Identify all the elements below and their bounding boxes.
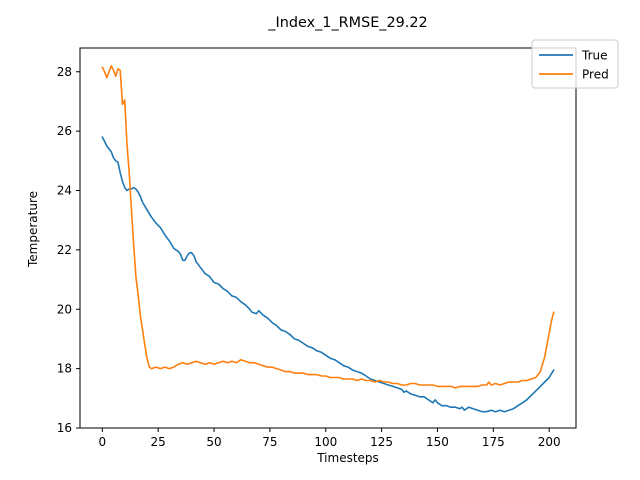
y-tick-label: 18 <box>57 362 72 376</box>
series-line-true <box>101 136 555 413</box>
x-tick-label: 175 <box>482 435 505 449</box>
x-tick-label: 100 <box>314 435 337 449</box>
x-axis-ticks: 0 25 50 75 100 125 150 175 200 <box>99 428 561 449</box>
chart-title: _Index_1_RMSE_29.22 <box>267 15 427 31</box>
x-tick-label: 75 <box>262 435 277 449</box>
x-tick-label: 0 <box>99 435 107 449</box>
y-axis-ticks: 16 18 20 22 24 26 28 <box>57 65 80 435</box>
legend-frame <box>531 39 619 89</box>
x-tick-label: 25 <box>151 435 166 449</box>
legend-label-pred: Pred <box>582 68 609 82</box>
plot-frame <box>79 47 577 429</box>
legend-label-true: True <box>581 49 608 63</box>
y-tick-label: 24 <box>57 184 72 198</box>
x-tick-label: 50 <box>206 435 221 449</box>
y-tick-label: 26 <box>57 124 72 138</box>
y-tick-label: 22 <box>57 243 72 257</box>
series-lines <box>101 65 555 413</box>
y-tick-label: 20 <box>57 302 72 316</box>
y-tick-label: 16 <box>57 421 72 435</box>
x-tick-label: 200 <box>538 435 561 449</box>
y-tick-label: 28 <box>57 65 72 79</box>
x-tick-label: 150 <box>426 435 449 449</box>
legend: True Pred <box>531 39 619 89</box>
x-tick-label: 125 <box>370 435 393 449</box>
x-axis-label: Timesteps <box>316 451 379 465</box>
y-axis-label: Temperature <box>26 191 40 268</box>
series-line-pred <box>101 65 555 389</box>
